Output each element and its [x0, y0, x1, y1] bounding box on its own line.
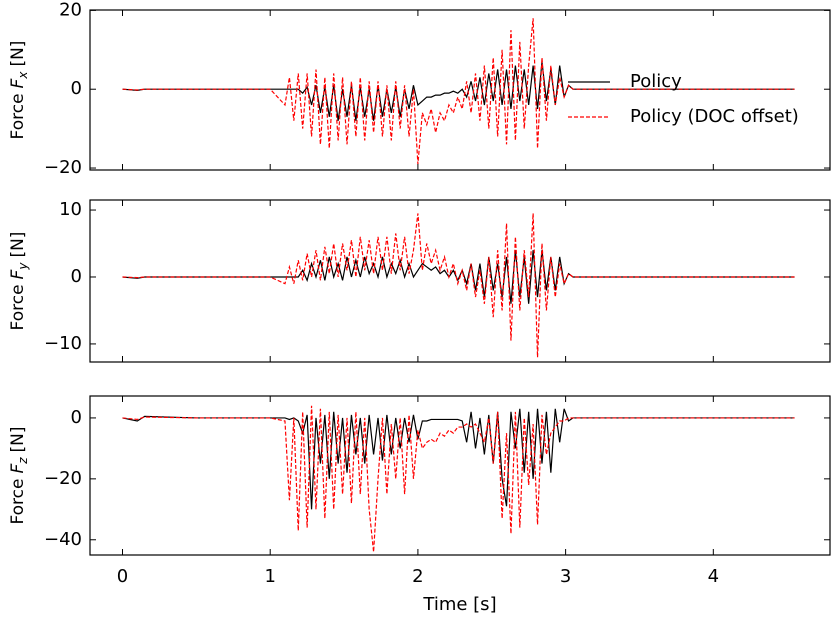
y-label-unit: [N]	[8, 232, 28, 258]
panel: −10 0 10 Force Fy [N]	[8, 199, 831, 363]
y-label-symbol: F	[8, 464, 28, 474]
y-tick-label: −20	[44, 468, 82, 489]
y-label-unit: [N]	[8, 426, 28, 452]
y-axis-label: Force Fx [N]	[8, 41, 30, 140]
y-tick-label: −10	[44, 333, 82, 354]
y-label-symbol: F	[8, 269, 28, 279]
series-line	[122, 405, 795, 553]
y-label-unit: [N]	[8, 41, 28, 67]
y-tick-label: 20	[59, 0, 82, 20]
y-label-word: Force	[8, 479, 28, 525]
axes-frame	[89, 395, 831, 556]
panel: −20 0 20 Force Fx [N] Policy Policy (DOC offset…	[8, 0, 831, 178]
legend-label: Policy	[630, 71, 682, 92]
axes-frame	[89, 199, 831, 363]
y-axis-label: Force Fy [N]	[8, 232, 30, 331]
x-tick-label: 2	[412, 566, 423, 587]
x-tick-label: 4	[708, 566, 719, 587]
y-tick-label: 0	[71, 78, 82, 99]
y-label-word: Force	[8, 284, 28, 330]
y-label-word: Force	[8, 93, 28, 139]
y-tick-label: 0	[71, 266, 82, 287]
x-tick-label: 0	[117, 566, 128, 587]
panel: −40 −20 0 0 1 2 3 4 Time [s] Force Fz [N]	[8, 395, 831, 615]
series-line	[122, 18, 795, 165]
legend-label: Policy (DOC offset)	[630, 106, 799, 127]
y-label-sub: z	[16, 457, 30, 465]
y-label-symbol: F	[8, 78, 28, 88]
legend: Policy Policy (DOC offset)	[568, 71, 799, 127]
y-tick-label: −20	[44, 157, 82, 178]
y-label-sub: x	[16, 71, 30, 80]
y-tick-label: −40	[44, 529, 82, 550]
series-line	[122, 408, 795, 510]
x-axis-label: Time [s]	[422, 594, 496, 615]
x-tick-label: 1	[264, 566, 275, 587]
axes-frame	[89, 9, 831, 171]
x-tick-label: 3	[560, 566, 571, 587]
y-label-sub: y	[16, 262, 30, 271]
y-tick-label: 0	[71, 407, 82, 428]
series-line	[122, 250, 795, 304]
y-tick-label: 10	[59, 199, 82, 220]
y-axis-label: Force Fz [N]	[8, 426, 30, 524]
series-line	[122, 213, 795, 358]
